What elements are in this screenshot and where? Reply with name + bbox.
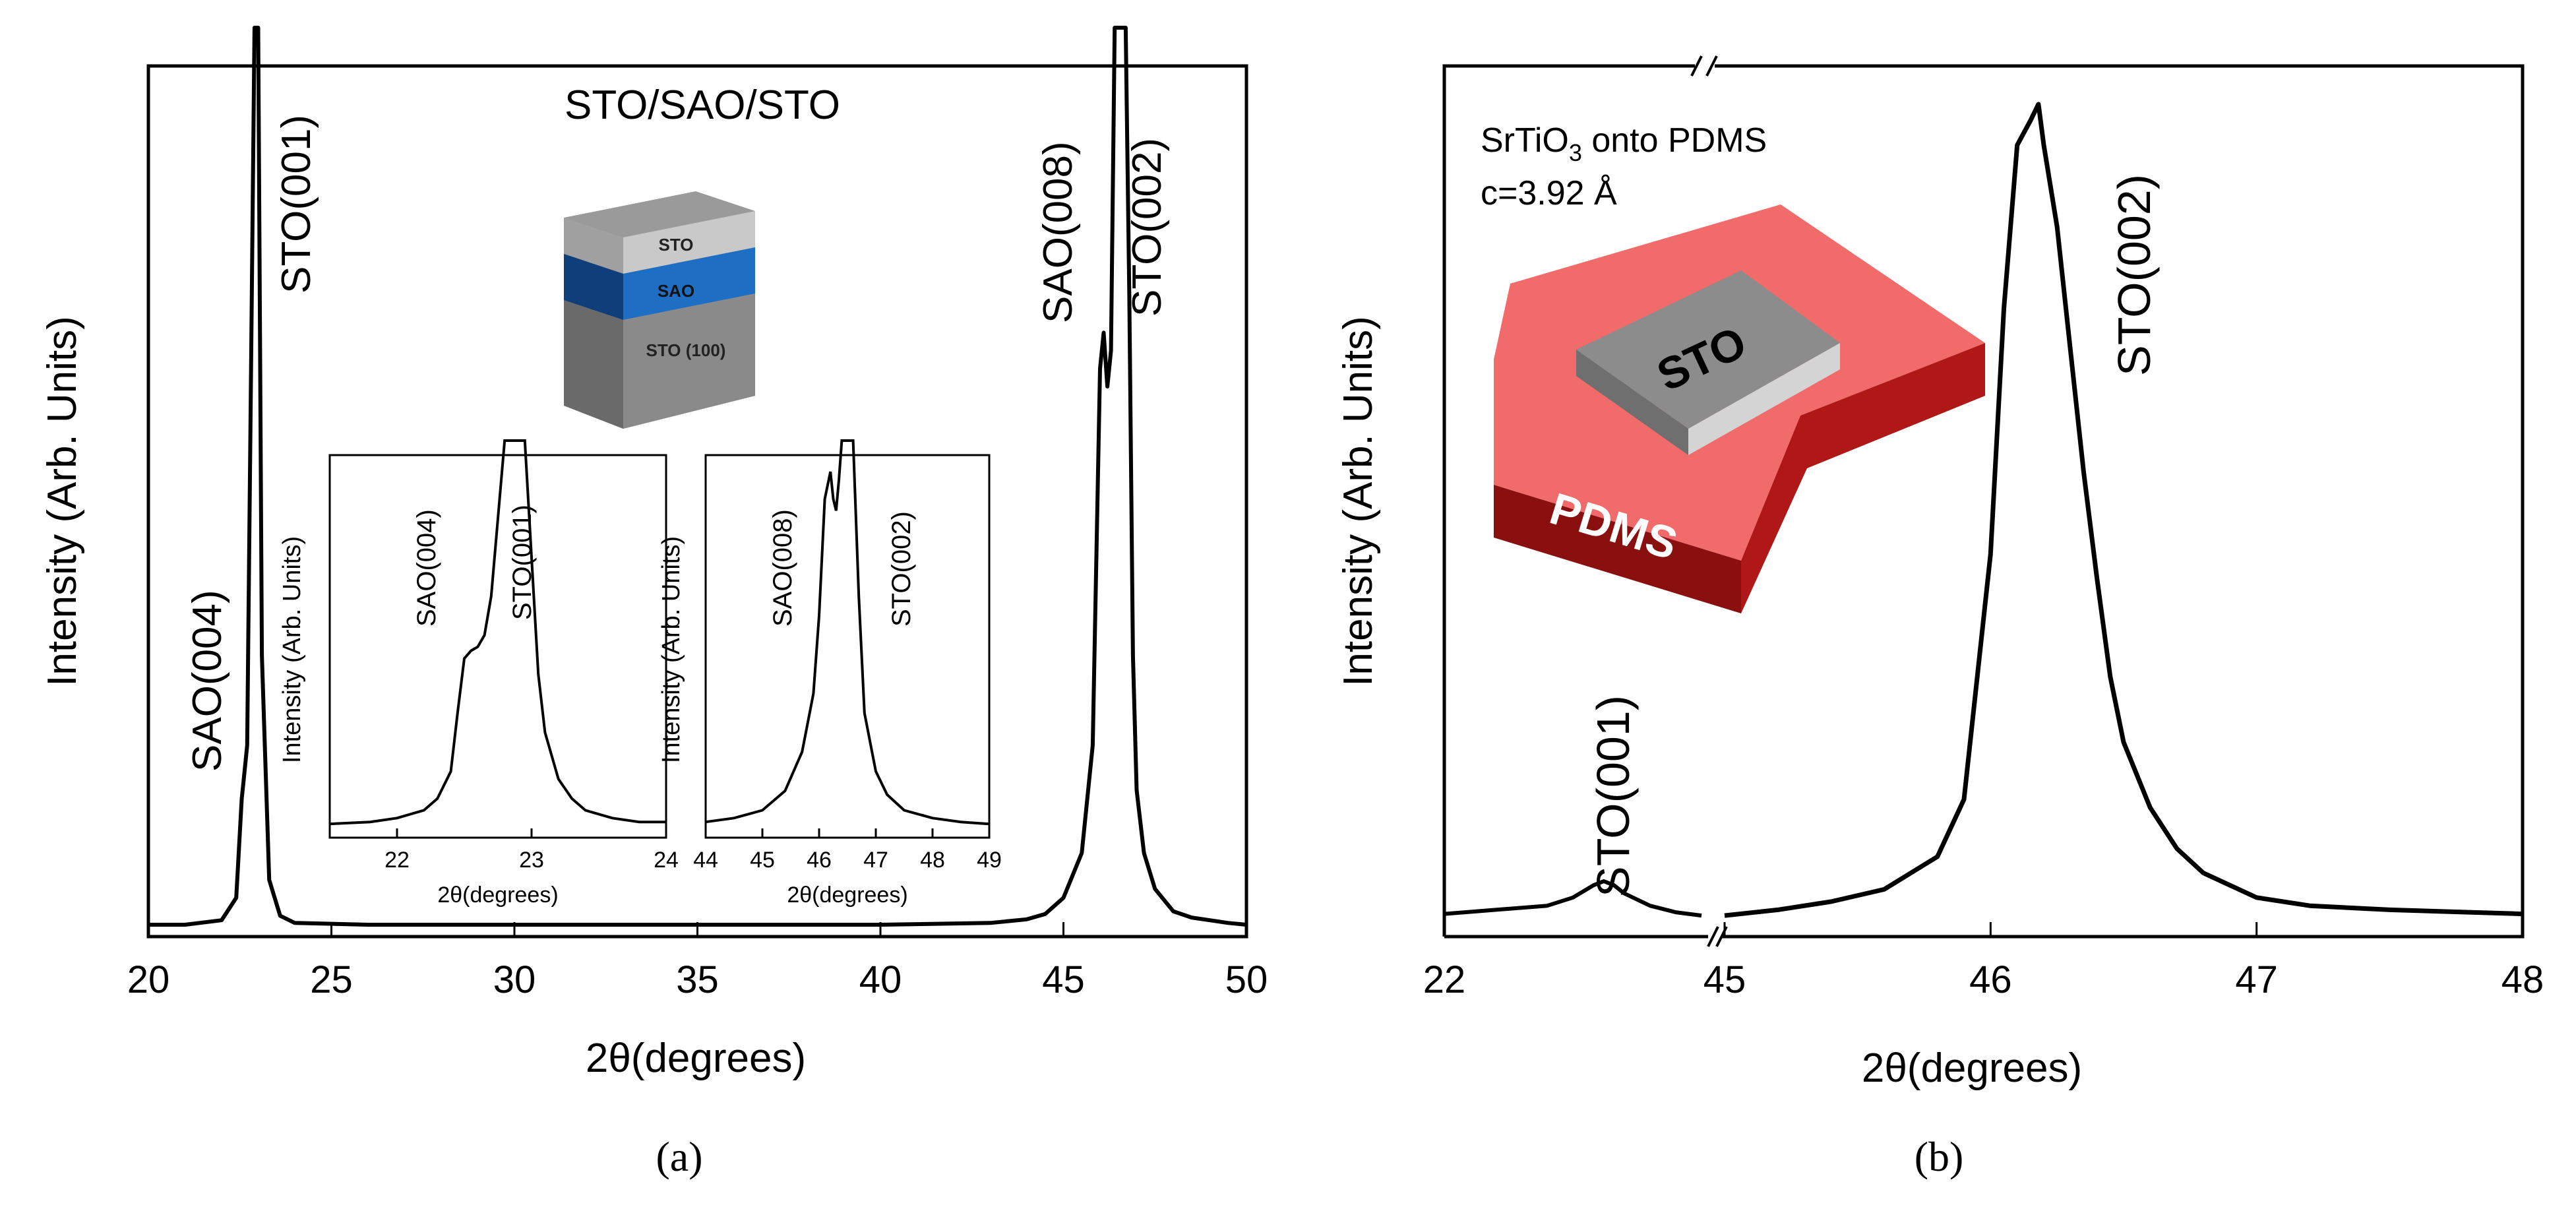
panel-a-x-tick-label: 40	[859, 958, 902, 1001]
panel-b-annotation-lattice: c=3.92 Å	[1481, 174, 1617, 212]
panel-b-x-tick-labels: 22 45 46 47 48	[1423, 958, 2544, 1001]
peak-label-b-sto-001: STO(001)	[1587, 695, 1639, 897]
panel-a-x-tick-label: 50	[1225, 958, 1268, 1001]
inset-2-series-line	[705, 439, 990, 826]
panel-a-x-tick-labels: 20 25 30 35 40 45 50	[127, 958, 1268, 1001]
panel-b-x-tick-label: 47	[2235, 958, 2278, 1001]
inset-2-x-tick-label: 49	[977, 848, 1002, 873]
inset-1-x-tick-label: 22	[384, 848, 410, 873]
inset-2-x-tick-label: 48	[920, 848, 945, 873]
panel-a-x-tick-label: 20	[127, 958, 170, 1001]
panel-b-series-line-high	[1724, 102, 2523, 918]
panel-b-x-tick-label: 46	[1969, 958, 2012, 1001]
panel-b-frame-left	[1442, 64, 2525, 939]
inset-2: 44 45 46 47 48 49 2θ(degrees) Intensity (Arb.…	[658, 439, 1002, 908]
panel-a-y-axis-label: Intensity (Arb. Units)	[40, 316, 85, 687]
panel-b-x-ticks	[1443, 922, 2524, 937]
inset-2-x-tick-label: 46	[807, 848, 832, 873]
panel-b-x-tick-label: 22	[1423, 958, 1466, 1001]
inset-1: 22 23 24 2θ(degrees) Intensity (Arb. Units…	[278, 439, 679, 908]
peak-label-sao-004: SAO(004)	[185, 590, 230, 772]
panel-a-label: (a)	[656, 1133, 702, 1180]
inset-1-y-axis-label: Intensity (Arb. Units)	[278, 536, 306, 763]
stack-layer-sto-top: STO	[659, 235, 694, 255]
inset-2-x-tick-labels: 44 45 46 47 48 49	[693, 848, 1002, 873]
inset-1-peak-label-sto-001: STO(001)	[508, 505, 537, 620]
inset-2-y-axis-label: Intensity (Arb. Units)	[658, 536, 685, 763]
inset-1-x-axis-label: 2θ(degrees)	[437, 883, 558, 908]
panel-b-annotation-formula: SrTiO3 onto PDMS	[1481, 121, 1767, 166]
panel-a-x-tick-label: 35	[676, 958, 719, 1001]
panel-a-x-tick-label: 25	[310, 958, 353, 1001]
inset-2-x-tick-label: 47	[863, 848, 888, 873]
panel-a: 20 25 30 35 40 45 50 2θ(degrees) Intensity (Ar…	[40, 26, 1268, 1180]
peak-label-sao-008: SAO(008)	[1035, 141, 1081, 323]
panel-b-x-axis-label: 2θ(degrees)	[1862, 1045, 2082, 1091]
inset-1-x-tick-label: 23	[519, 848, 544, 873]
inset-2-peak-label-sao-008: SAO(008)	[768, 509, 797, 627]
panel-b-x-tick-label: 48	[2501, 958, 2544, 1001]
peak-label-b-sto-002: STO(002)	[2108, 174, 2160, 376]
panel-b: 22 45 46 47 48 2θ(degrees) Intensity (Arb. U…	[1335, 55, 2544, 1180]
inset-1-x-ticks	[396, 828, 667, 838]
panel-b-y-axis-label: Intensity (Arb. Units)	[1335, 316, 1381, 687]
peak-label-sto-001: STO(001)	[274, 115, 319, 294]
panel-b-label: (b)	[1915, 1133, 1964, 1180]
stack-layer-sao: SAO	[658, 281, 694, 301]
panel-a-x-axis-label: 2θ(degrees)	[586, 1036, 806, 1081]
inset-2-x-tick-label: 45	[750, 848, 775, 873]
inset-2-x-axis-label: 2θ(degrees)	[787, 883, 907, 908]
panel-a-title: STO/SAO/STO	[565, 82, 840, 128]
inset-1-x-tick-label: 24	[654, 848, 679, 873]
pdms-sto-illustration: STO PDMS	[1494, 204, 1985, 613]
panel-b-x-tick-label: 45	[1703, 958, 1746, 1001]
layer-stack-illustration: STO SAO STO (100)	[564, 191, 755, 429]
panel-b-series-line-low	[1444, 879, 1702, 918]
inset-1-x-tick-labels: 22 23 24	[384, 848, 679, 873]
inset-2-x-ticks	[704, 828, 991, 838]
panel-a-x-tick-label: 45	[1042, 958, 1085, 1001]
stack-layer-sto-substrate: STO (100)	[646, 340, 726, 360]
inset-1-series-line	[329, 439, 666, 826]
panel-a-series-line	[148, 26, 1247, 927]
peak-label-sto-002: STO(002)	[1124, 138, 1170, 317]
inset-2-frame	[704, 454, 991, 839]
inset-2-peak-label-sto-002: STO(002)	[887, 511, 916, 627]
panel-a-x-tick-label: 30	[493, 958, 536, 1001]
inset-1-peak-label-sao-004: SAO(004)	[412, 509, 441, 627]
inset-2-x-tick-label: 44	[693, 848, 718, 873]
